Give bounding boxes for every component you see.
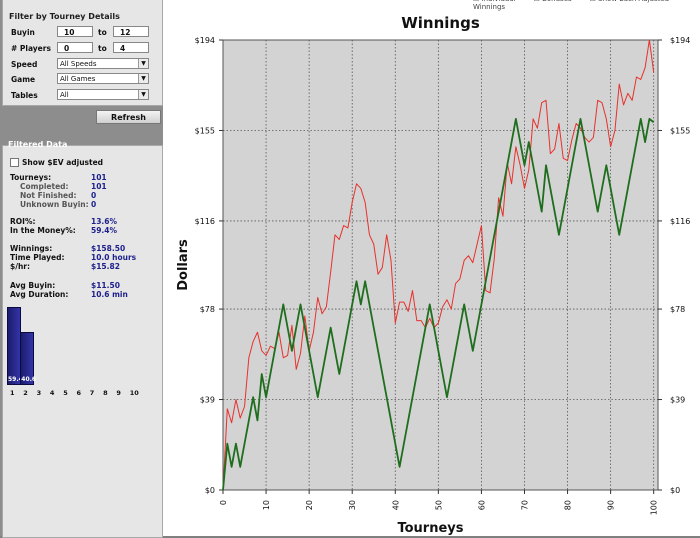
sidebar: Filter by Tourney Details Buyin 10 to 12… [0,0,163,538]
top-control-option[interactable]: ☐ Bonuses [534,0,572,3]
chevron-down-icon[interactable]: ▼ [138,74,148,83]
stat-label: $/hr: [10,262,30,271]
chevron-down-icon[interactable]: ▼ [138,59,148,68]
buyin-to-label: to [98,28,107,37]
tables-label: Tables [11,91,38,100]
refresh-button[interactable]: Refresh [96,110,161,124]
stat-value: 10.0 hours [91,253,137,262]
x-tick-label: 80 [564,500,573,510]
filtered-data-title: Filtered Data [8,140,68,149]
buyin-from-field[interactable]: 10 [57,26,93,37]
y-tick-label: $155 [195,126,215,135]
winnings-chart: ☐ Individual ☐ Bonuses☐ Show Each Adjuste… [163,0,700,536]
histogram-x-tick: 7 [89,389,95,397]
stat-value: $11.50 [91,281,120,290]
chart-svg: $0 $0 $39 $39 $78 $78 $116 $116 $155 $155 $194 $194… [176,14,690,536]
y-tick-label-right: $116 [670,217,690,226]
show-sev-label: Show $EV adjusted [22,158,104,167]
chevron-down-icon[interactable]: ▼ [138,90,148,99]
stat-label: Winnings: [10,244,53,253]
x-tick-label: 10 [262,500,271,510]
y-tick-label-right: $78 [670,305,685,314]
stat-label: Tourneys: [10,173,52,182]
stat-label: Completed: [20,182,69,191]
histogram-bar-label: 59.4 [8,376,23,383]
stat-label: Not Finished: [20,191,77,200]
histogram-x-tick: 9 [116,389,121,397]
stat-value: $158.50 [91,244,126,253]
histogram-bar-label: 40.6 [21,376,37,383]
x-tick-label: 30 [348,500,357,510]
x-tick-label: 50 [434,500,443,510]
y-tick-label-right: $155 [670,126,690,135]
x-tick-label: 60 [477,500,486,510]
histogram-bar [20,331,35,385]
stat-value: 59.4% [91,226,118,235]
top-control-option[interactable]: ☐ Individual [473,0,516,3]
filter-panel: Filter by Tourney Details Buyin 10 to 12… [2,0,163,106]
y-tick-label: $116 [195,217,215,226]
top-control-option[interactable]: ☐ Show Each Adjusted Winnings [473,0,669,11]
players-to-field[interactable]: 4 [113,42,149,53]
buyin-to-field[interactable]: 12 [113,26,149,37]
histogram-x-tick: 4 [49,389,55,397]
buyin-label: Buyin [11,28,35,37]
x-axis-label: Tourneys [397,521,463,536]
game-select[interactable]: All Games ▼ [57,73,149,84]
stat-label: Unknown Buyin: [20,200,89,209]
players-to-label: to [98,44,107,53]
tables-select[interactable]: All ▼ [57,89,149,100]
filter-panel-title: Filter by Tourney Details [9,12,120,21]
histogram-bar [7,307,21,385]
stat-value: 0 [91,200,97,209]
stat-label: ROI%: [10,217,36,226]
tables-value: All [60,91,69,99]
game-label: Game [11,75,36,84]
stat-label: Time Played: [10,253,65,262]
stat-value: 0 [91,191,97,200]
y-tick-label-right: $194 [670,36,690,45]
histogram-x-tick: 3 [36,389,42,397]
stat-value: 101 [91,182,107,191]
game-value: All Games [60,75,96,83]
x-tick-label: 70 [520,500,529,510]
speed-value: All Speeds [60,60,97,68]
y-tick-label: $39 [200,396,215,405]
y-tick-label-right: $39 [670,396,685,405]
histogram-x-tick: 2 [23,389,28,397]
players-label: # Players [11,44,51,53]
speed-select[interactable]: All Speeds ▼ [57,58,149,69]
y-tick-label: $0 [205,486,215,495]
series-line-green [222,117,655,491]
histogram-x-tick: 8 [103,389,108,397]
stat-value: 10.6 min [91,290,128,299]
x-tick-label: 20 [305,500,314,510]
stat-label: Avg Buyin: [10,281,56,290]
show-sev-checkbox[interactable] [10,158,19,167]
histogram-x-tick: 10 [129,389,139,397]
chart-title: Winnings [401,14,480,32]
y-axis-label: Dollars [176,239,191,291]
y-tick-label-right: $0 [670,486,680,495]
x-tick-label: 40 [391,500,400,510]
stat-value: $15.82 [91,262,120,271]
stat-label: In the Money%: [10,226,76,235]
y-tick-label: $194 [195,36,215,45]
x-tick-label: 0 [219,500,228,505]
players-from-field[interactable]: 0 [57,42,93,53]
top-controls: ☐ Individual ☐ Bonuses☐ Show Each Adjuste… [473,0,700,11]
histogram-x-tick: 1 [10,389,15,397]
x-tick-label: 100 [650,500,659,515]
stat-value: 101 [91,173,107,182]
stat-label: Avg Duration: [10,290,69,299]
histogram-x-tick: 6 [76,389,82,397]
x-tick-label: 90 [607,500,616,510]
stat-value: 13.6% [91,217,118,226]
histogram-x-tick: 5 [63,389,68,397]
plot-area [222,39,659,491]
speed-label: Speed [11,60,38,69]
y-tick-label: $78 [200,305,215,314]
